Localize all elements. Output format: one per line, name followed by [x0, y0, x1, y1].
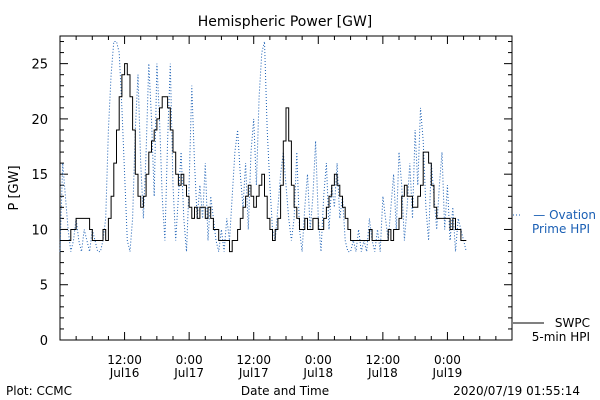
y-tick-label: 5 — [40, 279, 48, 294]
y-tick-label: 0 — [40, 334, 48, 349]
series-ovation-line — [59, 41, 467, 253]
x-tick-time: 12:00 — [236, 353, 271, 367]
plot-area: 051015202512:00Jul160:00Jul1712:00Jul170… — [31, 35, 513, 380]
x-tick-date: Jul19 — [432, 366, 463, 380]
plot-credit: Plot: CCMC — [6, 384, 72, 398]
y-tick-label: 15 — [31, 168, 48, 183]
legend-ovation-line1: — Ovation — [533, 208, 596, 222]
timestamp: 2020/07/19 01:55:14 — [453, 384, 580, 398]
legend-swpc: SWPC 5-min HPI — [513, 316, 590, 344]
legend-swpc-line2: 5-min HPI — [532, 330, 590, 344]
x-tick-date: Jul17 — [238, 366, 269, 380]
x-tick-time: 0:00 — [176, 353, 203, 367]
y-tick-label: 25 — [31, 58, 48, 73]
y-tick-label: 20 — [31, 113, 48, 128]
plot-frame — [59, 35, 513, 341]
x-tick-time: 12:00 — [366, 353, 401, 367]
legend-ovation: — Ovation Prime HPI — [513, 208, 596, 236]
legend-swpc-line1: SWPC — [555, 316, 590, 330]
x-tick-date: Jul18 — [302, 366, 333, 380]
x-tick-date: Jul18 — [367, 366, 398, 380]
x-axis-label: Date and Time — [241, 384, 329, 398]
y-tick-label: 10 — [31, 223, 48, 238]
x-tick-time: 0:00 — [434, 353, 461, 367]
x-tick-date: Jul17 — [173, 366, 204, 380]
x-tick-time: 0:00 — [305, 353, 332, 367]
chart-title: Hemispheric Power [GW] — [198, 14, 373, 30]
legend-ovation-line2: Prime HPI — [532, 222, 590, 236]
x-tick-date: Jul16 — [109, 366, 140, 380]
y-axis-label: P [GW] — [7, 165, 22, 210]
x-tick-time: 12:00 — [107, 353, 142, 367]
series-swpc-line — [60, 63, 467, 253]
